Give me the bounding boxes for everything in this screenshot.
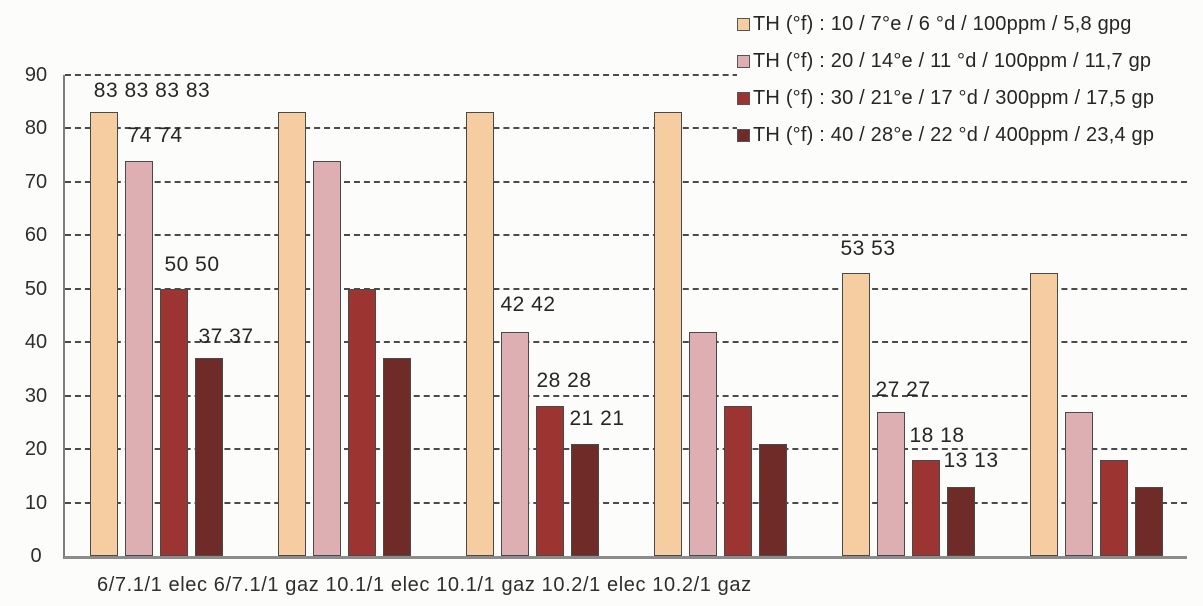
y-tick-label-80: 80	[24, 117, 48, 140]
bar-6-7-1-1-elec-series1	[90, 112, 118, 556]
bar-6-7-1-1-gaz-series1	[278, 112, 306, 556]
data-label-2: 74 74	[127, 124, 183, 147]
data-label-8: 53 53	[840, 237, 896, 260]
data-label-1: 83 83 83 83	[93, 79, 211, 102]
bar-10-1-1-elec-series4	[571, 444, 599, 556]
bar-10-2-1-elec-series4	[947, 487, 975, 556]
bar-10-1-1-elec-series1	[466, 112, 494, 556]
data-label-3: 50 50	[164, 253, 220, 276]
bar-6-7-1-1-elec-series2	[125, 161, 153, 556]
legend: TH (°f) : 10 / 7°e / 6 °d / 100ppm / 5,8…	[737, 4, 1203, 158]
y-tick-label-70: 70	[24, 170, 48, 193]
legend-item-2: TH (°f) : 20 / 14°e / 11 °d / 100ppm / 1…	[737, 43, 1203, 80]
bar-10-2-1-gaz-series2	[1065, 412, 1093, 556]
gridline-70	[65, 180, 1187, 183]
legend-swatch-icon	[737, 55, 750, 68]
bar-10-1-1-gaz-series1	[654, 112, 682, 556]
data-label-11: 13 13	[943, 449, 999, 472]
y-tick-label-90: 90	[24, 64, 48, 86]
gridline-10	[65, 501, 1187, 504]
legend-label: TH (°f) : 40 / 28°e / 22 °d / 400ppm / 2…	[753, 124, 1155, 146]
y-tick-label-40: 40	[24, 331, 48, 354]
y-tick-label-50: 50	[24, 277, 48, 300]
gridline-80	[65, 127, 1187, 130]
y-tick-label-60: 60	[24, 224, 48, 247]
bar-10-2-1-gaz-series1	[1030, 273, 1058, 556]
gridline-50	[65, 287, 1187, 290]
legend-swatch-icon	[737, 18, 750, 31]
legend-swatch-icon	[737, 92, 750, 105]
bar-10-1-1-elec-series2	[501, 332, 529, 556]
bar-6-7-1-1-gaz-series2	[313, 161, 341, 556]
data-label-9: 27 27	[875, 378, 931, 401]
legend-item-3: TH (°f) : 30 / 21°e / 17 °d / 300ppm / 1…	[737, 80, 1203, 117]
gridline-40	[65, 341, 1187, 344]
bar-6-7-1-1-elec-series4	[195, 358, 223, 556]
bar-6-7-1-1-gaz-series4	[383, 358, 411, 556]
gridline-60	[65, 234, 1187, 237]
bar-10-1-1-gaz-series3	[724, 406, 752, 556]
bar-10-1-1-elec-series3	[536, 406, 564, 556]
bar-10-1-1-gaz-series2	[689, 332, 717, 556]
bar-6-7-1-1-elec-series3	[160, 289, 188, 556]
gridline-90	[65, 74, 1187, 76]
plot-area	[63, 74, 1187, 559]
x-axis-labels: 6/7.1/1 elec 6/7.1/1 gaz 10.1/1 elec 10.…	[97, 574, 752, 596]
legend-swatch-icon	[737, 129, 750, 142]
bar-10-2-1-elec-series2	[877, 412, 905, 556]
bar-10-2-1-gaz-series4	[1135, 487, 1163, 556]
data-label-4: 37 37	[198, 325, 254, 348]
bar-10-1-1-gaz-series4	[759, 444, 787, 556]
gridline-20	[65, 448, 1187, 451]
y-tick-label-20: 20	[24, 438, 48, 461]
legend-item-4: TH (°f) : 40 / 28°e / 22 °d / 400ppm / 2…	[737, 117, 1203, 154]
legend-item-1: TH (°f) : 10 / 7°e / 6 °d / 100ppm / 5,8…	[737, 6, 1203, 43]
legend-label: TH (°f) : 30 / 21°e / 17 °d / 300ppm / 1…	[753, 87, 1155, 109]
gridline-30	[65, 394, 1187, 397]
data-label-7: 21 21	[569, 407, 625, 430]
bar-10-2-1-gaz-series3	[1100, 460, 1128, 556]
bar-6-7-1-1-gaz-series3	[348, 289, 376, 556]
y-tick-label-10: 10	[24, 491, 48, 514]
legend-label: TH (°f) : 10 / 7°e / 6 °d / 100ppm / 5,8…	[753, 13, 1132, 35]
bar-10-2-1-elec-series1	[842, 273, 870, 556]
data-label-10: 18 18	[909, 424, 965, 447]
y-tick-label-30: 30	[24, 384, 48, 407]
y-tick-label-0: 0	[30, 545, 42, 567]
data-label-5: 42 42	[500, 293, 556, 316]
bar-10-2-1-elec-series3	[912, 460, 940, 556]
data-label-6: 28 28	[536, 369, 592, 392]
legend-label: TH (°f) : 20 / 14°e / 11 °d / 100ppm / 1…	[753, 50, 1152, 72]
